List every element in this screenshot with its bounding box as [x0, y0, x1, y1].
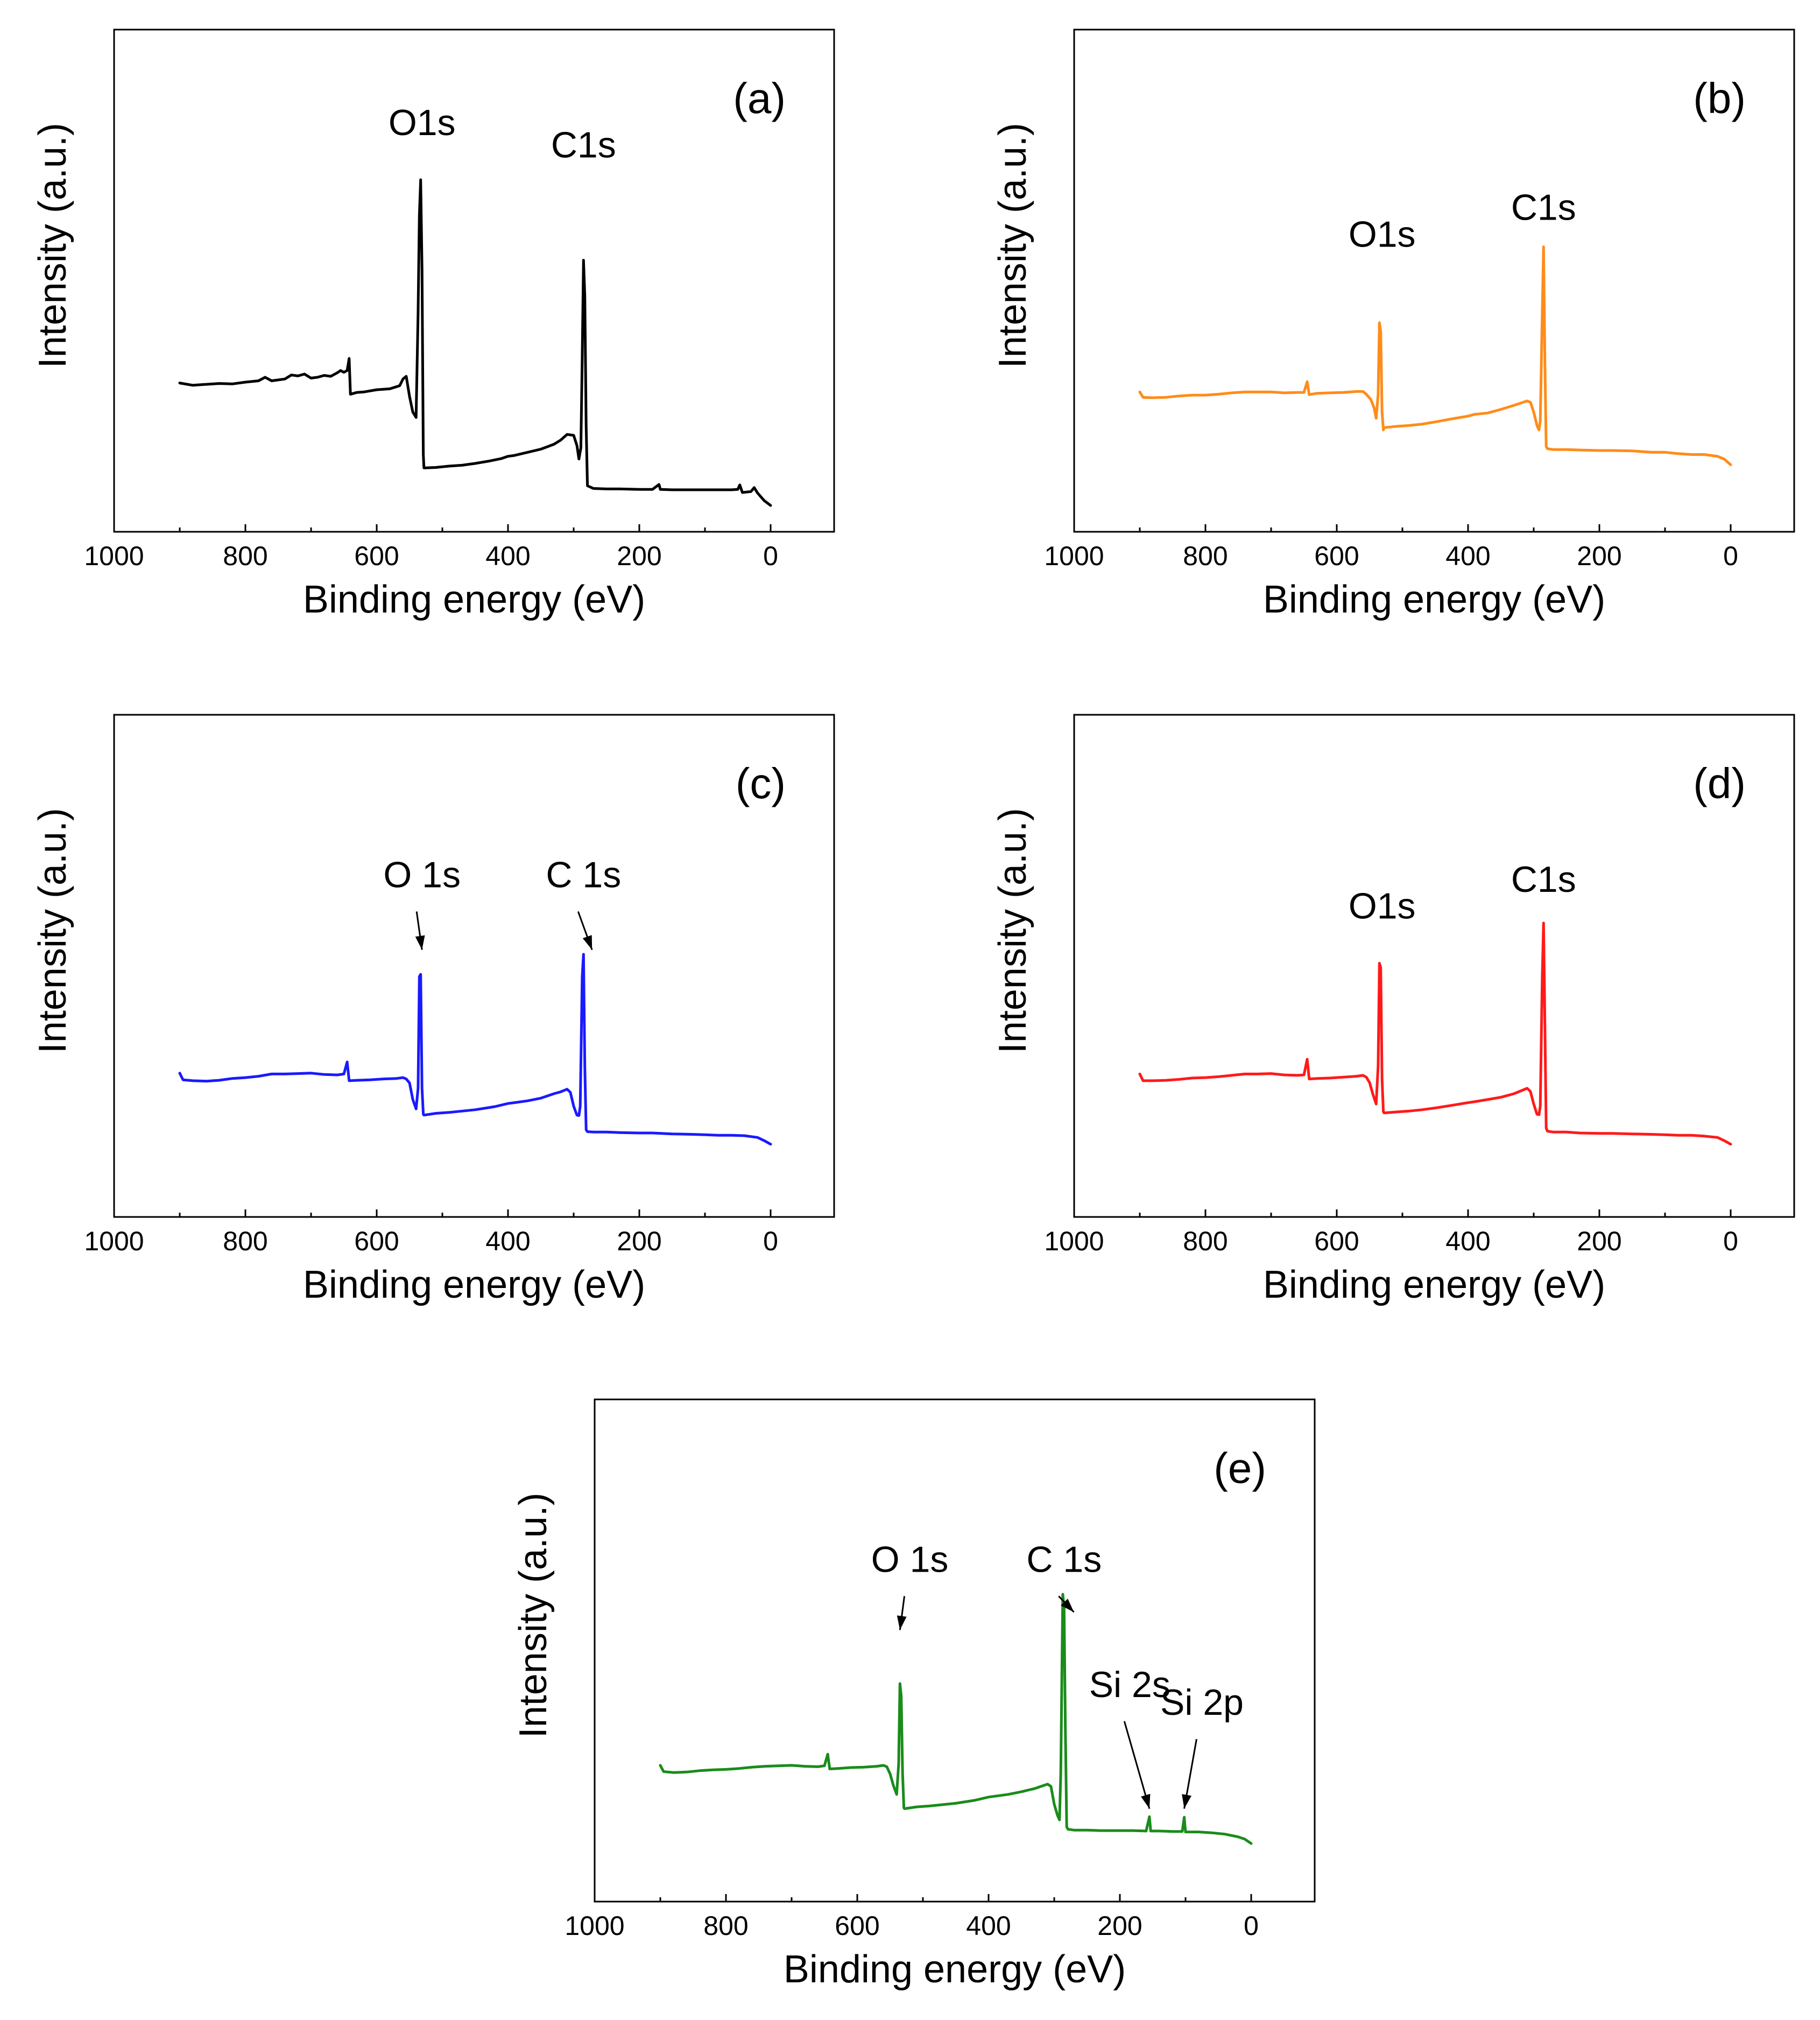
annotation-arrowhead [1141, 1793, 1151, 1809]
panel-label: (e) [1214, 1444, 1266, 1492]
peak-annotation: C 1s [1026, 1539, 1102, 1580]
panel-label: (c) [736, 759, 786, 807]
x-tick-label: 800 [703, 1911, 748, 1941]
x-axis-label: Binding energy (eV) [303, 1263, 645, 1306]
annotation-arrowhead [1061, 1599, 1074, 1613]
panel-label: (d) [1693, 759, 1746, 807]
plot-frame [113, 29, 835, 533]
peak-annotation: O1s [1349, 886, 1416, 927]
x-tick-label: 600 [354, 541, 399, 571]
x-tick-label: 600 [1314, 1226, 1359, 1256]
x-tick-label: 1000 [1044, 541, 1104, 571]
x-tick-label: 800 [1183, 1226, 1228, 1256]
peak-annotation: Si 2p [1160, 1682, 1244, 1723]
y-axis-label: Intensity (a.u.) [31, 123, 74, 368]
annotation-arrowhead [897, 1615, 907, 1630]
chart-panel-4: 1000 800 600 400 200 0 Binding energy (eV) Inte… [991, 714, 1795, 1306]
x-axis-label: Binding energy (eV) [303, 578, 645, 621]
x-tick-label: 0 [1244, 1911, 1259, 1941]
y-axis-label: Intensity (a.u.) [31, 808, 74, 1053]
spectrum-line [1138, 245, 1732, 466]
annotation-arrowhead [415, 935, 425, 950]
x-tick-label: 400 [1445, 541, 1490, 571]
x-tick-label: 600 [835, 1911, 879, 1941]
plot-frame [113, 714, 835, 1218]
spectrum-line [178, 953, 772, 1146]
x-tick-label: 200 [1577, 541, 1621, 571]
peak-annotation: C1s [1511, 187, 1576, 228]
x-axis-label: Binding energy (eV) [1263, 578, 1605, 621]
x-tick-label: 400 [485, 1226, 530, 1256]
chart-panel-3: 1000 800 600 400 200 0 Binding energy (eV) Inte… [31, 714, 835, 1306]
x-tick-label: 200 [617, 541, 661, 571]
spectrum-line [1138, 921, 1732, 1146]
panel-label: (a) [733, 74, 786, 122]
plot-frame [594, 1398, 1316, 1903]
annotation-arrowhead [1182, 1794, 1191, 1809]
spectrum-line [659, 1593, 1253, 1845]
x-axis-label: Binding energy (eV) [784, 1948, 1126, 1991]
spectrum-line [178, 178, 772, 507]
x-tick-label: 1000 [1044, 1226, 1104, 1256]
peak-annotation: C1s [1511, 859, 1576, 900]
annotation-arrowhead [582, 935, 592, 950]
x-tick-label: 0 [763, 541, 778, 571]
x-tick-label: 200 [1097, 1911, 1142, 1941]
x-tick-label: 600 [354, 1226, 399, 1256]
x-tick-label: 200 [617, 1226, 661, 1256]
peak-annotation: O 1s [383, 855, 461, 896]
peak-annotation: C1s [551, 125, 616, 166]
x-tick-label: 1000 [84, 541, 144, 571]
peak-annotation: Si 2s [1089, 1664, 1170, 1705]
x-tick-label: 800 [223, 1226, 267, 1256]
x-tick-label: 400 [485, 541, 530, 571]
x-tick-label: 600 [1314, 541, 1359, 571]
plot-frame [1073, 714, 1795, 1218]
x-tick-label: 0 [1723, 541, 1738, 571]
x-tick-label: 1000 [84, 1226, 144, 1256]
peak-annotation: O1s [1349, 214, 1416, 255]
chart-panel-2: 1000 800 600 400 200 0 Binding energy (eV) Inte… [991, 29, 1795, 621]
plot-frame [1073, 29, 1795, 533]
y-axis-label: Intensity (a.u.) [512, 1493, 555, 1738]
x-tick-label: 200 [1577, 1226, 1621, 1256]
x-tick-label: 1000 [565, 1911, 624, 1941]
x-tick-label: 800 [1183, 541, 1228, 571]
peak-annotation: O 1s [871, 1539, 949, 1580]
x-axis-label: Binding energy (eV) [1263, 1263, 1605, 1306]
annotation-arrow [1123, 1721, 1151, 1809]
x-tick-label: 0 [1723, 1226, 1738, 1256]
x-tick-label: 800 [223, 541, 267, 571]
x-tick-label: 400 [1445, 1226, 1490, 1256]
y-axis-label: Intensity (a.u.) [991, 808, 1034, 1053]
x-tick-label: 400 [966, 1911, 1011, 1941]
peak-annotation: C 1s [546, 855, 621, 896]
chart-panel-5: 1000 800 600 400 200 0 Binding energy (eV) Inte… [512, 1398, 1316, 1991]
x-tick-label: 0 [763, 1226, 778, 1256]
chart-panel-1: 1000 800 600 400 200 0 Binding energy (eV) Inte… [31, 29, 835, 621]
y-axis-label: Intensity (a.u.) [991, 123, 1034, 368]
peak-annotation: O1s [389, 102, 456, 143]
panel-label: (b) [1693, 74, 1746, 122]
